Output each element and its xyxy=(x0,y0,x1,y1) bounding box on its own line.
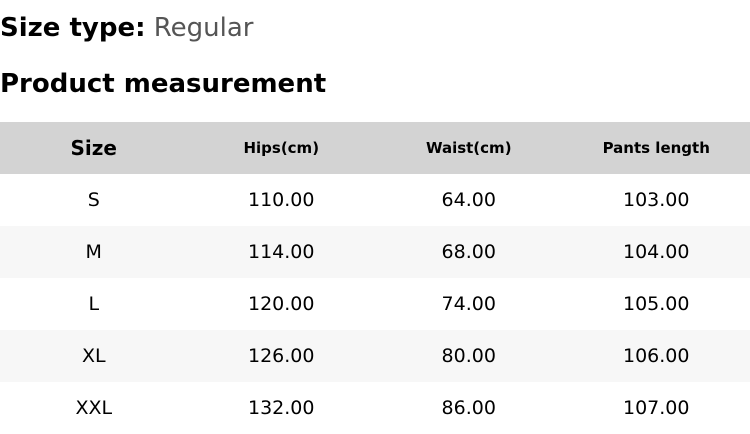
header-waist: Waist(cm) xyxy=(375,122,563,174)
measurement-table: Size Hips(cm) Waist(cm) Pants length S 11… xyxy=(0,122,750,434)
header-size: Size xyxy=(0,122,188,174)
cell-waist: 80.00 xyxy=(375,330,563,382)
cell-size: L xyxy=(88,293,100,315)
cell-size: M xyxy=(0,226,188,278)
table-row: M 114.00 68.00 104.00 xyxy=(0,226,750,278)
size-type-value: Regular xyxy=(153,13,254,43)
header-hips: Hips(cm) xyxy=(187,122,375,174)
table-row: L 120.00 74.00 105.00 xyxy=(0,278,750,330)
cell-pants-length: 103.00 xyxy=(623,189,690,211)
cell-hips: 132.00 xyxy=(248,397,315,419)
size-type-label: Size type: xyxy=(0,13,146,43)
table-row: XXL 132.00 86.00 107.00 xyxy=(0,382,750,434)
cell-hips: 110.00 xyxy=(248,189,315,211)
cell-hips: 114.00 xyxy=(187,226,375,278)
cell-waist: 86.00 xyxy=(441,397,496,419)
cell-waist: 74.00 xyxy=(441,293,496,315)
cell-waist: 64.00 xyxy=(441,189,496,211)
cell-pants-length: 107.00 xyxy=(623,397,690,419)
cell-pants-length: 105.00 xyxy=(623,293,690,315)
cell-size: XL xyxy=(0,330,188,382)
cell-hips: 120.00 xyxy=(248,293,315,315)
cell-hips: 126.00 xyxy=(187,330,375,382)
cell-size: XXL xyxy=(75,397,113,419)
table-row: S 110.00 64.00 103.00 xyxy=(0,174,750,226)
section-title: Product measurement xyxy=(0,69,327,99)
cell-pants-length: 104.00 xyxy=(562,226,750,278)
table-row: XL 126.00 80.00 106.00 xyxy=(0,330,750,382)
cell-waist: 68.00 xyxy=(375,226,563,278)
cell-size: S xyxy=(87,189,100,211)
table-header-row: Size Hips(cm) Waist(cm) Pants length xyxy=(0,122,750,174)
header-pants-length: Pants length xyxy=(562,122,750,174)
cell-pants-length: 106.00 xyxy=(562,330,750,382)
size-type: Size type: Regular xyxy=(0,12,253,44)
